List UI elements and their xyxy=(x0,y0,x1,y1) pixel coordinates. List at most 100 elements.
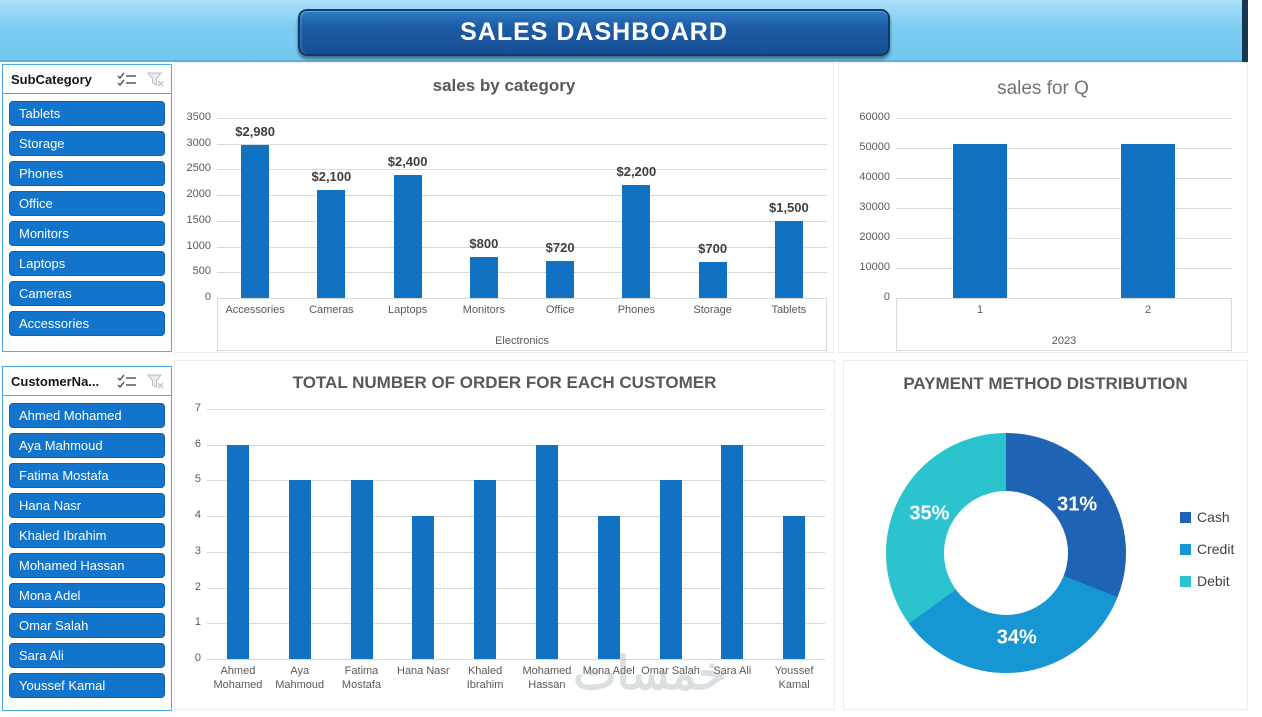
donut-slice-label: 35% xyxy=(909,502,950,525)
bar[interactable] xyxy=(469,256,498,298)
bar-value-label: $2,400 xyxy=(387,153,428,169)
slicer-item-fatima-mostafa[interactable]: Fatima Mostafa xyxy=(9,463,165,488)
bar-value-label: $2,200 xyxy=(616,163,657,179)
x-axis-category-label: Storage xyxy=(693,304,732,316)
legend-item-debit[interactable]: Debit xyxy=(1180,573,1234,589)
y-axis-tick-label: 2500 xyxy=(186,162,211,175)
bar[interactable] xyxy=(412,516,435,659)
donut-hole xyxy=(944,491,1068,615)
slicer-item-tablets[interactable]: Tablets xyxy=(9,101,165,126)
clear-filter-icon[interactable] xyxy=(147,72,165,87)
chart-title: sales by category xyxy=(432,76,576,95)
chart-title: PAYMENT METHOD DISTRIBUTION xyxy=(903,374,1188,393)
slicer-item-accessories[interactable]: Accessories xyxy=(9,311,165,336)
bar[interactable] xyxy=(783,516,806,659)
y-axis-tick-label: 0 xyxy=(194,652,201,664)
bar[interactable] xyxy=(953,143,1007,298)
gridline xyxy=(207,516,825,518)
multi-select-icon[interactable] xyxy=(117,72,138,87)
slicer-item-aya-mahmoud[interactable]: Aya Mahmoud xyxy=(9,433,165,458)
slicer-title: SubCategory xyxy=(11,71,92,87)
slicer-item-mohamed-hassan[interactable]: Mohamed Hassan xyxy=(9,553,165,578)
gridline xyxy=(207,409,825,410)
y-axis-tick-label: 1500 xyxy=(186,213,211,226)
y-axis-tick-label: 20000 xyxy=(859,231,890,243)
slicer-header: CustomerNa... xyxy=(3,367,171,396)
gridline xyxy=(217,220,827,222)
donut-chart[interactable]: 31% 34% 35% xyxy=(886,433,1126,673)
gridline xyxy=(896,208,1232,209)
bar[interactable] xyxy=(597,516,620,659)
dashboard-banner: SALES DASHBOARD xyxy=(298,9,890,56)
gridline xyxy=(217,272,827,274)
chart-payment-method-distribution: PAYMENT METHOD DISTRIBUTION 31% 34% 35% Ca… xyxy=(843,360,1248,710)
axis-group-label: Electronics xyxy=(495,335,549,347)
bar[interactable] xyxy=(288,480,311,659)
x-axis-category-label: Youssef Kamal xyxy=(774,665,814,692)
slicer-item-storage[interactable]: Storage xyxy=(9,131,165,156)
slicer-item-office[interactable]: Office xyxy=(9,191,165,216)
bar[interactable] xyxy=(546,260,575,298)
bar[interactable] xyxy=(1121,143,1175,298)
y-axis-tick-label: 60000 xyxy=(859,111,890,123)
legend-item-cash[interactable]: Cash xyxy=(1180,509,1234,525)
slicer-item-laptops[interactable]: Laptops xyxy=(9,251,165,276)
slicer-item-phones[interactable]: Phones xyxy=(9,161,165,186)
bar[interactable] xyxy=(393,174,422,298)
slicer-item-khaled-ibrahim[interactable]: Khaled Ibrahim xyxy=(9,523,165,548)
bar[interactable] xyxy=(698,262,727,298)
gridline xyxy=(217,118,827,119)
x-axis-category-label: Ahmed Mohamed xyxy=(213,665,263,692)
bar[interactable] xyxy=(622,184,651,298)
slicer-item-youssef-kamal[interactable]: Youssef Kamal xyxy=(9,673,165,698)
slicer-item-sara-ali[interactable]: Sara Ali xyxy=(9,643,165,668)
slicer-item-hana-nasr[interactable]: Hana Nasr xyxy=(9,493,165,518)
x-axis-category-label: Aya Mahmoud xyxy=(275,665,325,692)
bar[interactable] xyxy=(226,444,249,659)
bar-value-label: $700 xyxy=(698,241,728,256)
y-axis-tick-label: 500 xyxy=(192,265,211,278)
gridline xyxy=(217,169,827,171)
bar[interactable] xyxy=(474,480,497,659)
bar[interactable] xyxy=(350,480,373,659)
gridline xyxy=(207,551,825,553)
multi-select-icon[interactable] xyxy=(117,374,138,389)
bar[interactable] xyxy=(317,190,346,298)
y-axis-tick-label: 7 xyxy=(194,402,201,414)
bar[interactable] xyxy=(721,444,744,659)
x-axis-category-label: Omar Salah xyxy=(641,665,700,677)
bar[interactable] xyxy=(535,444,558,659)
clear-filter-icon[interactable] xyxy=(147,374,165,389)
chart-sales-for-quarter: sales for Q 2023 0 10000 20000 30000 40000 50… xyxy=(838,62,1248,353)
x-axis-category-label: Fatima Mostafa xyxy=(341,665,382,692)
slicer-item-cameras[interactable]: Cameras xyxy=(9,281,165,306)
y-axis-tick-label: 4 xyxy=(194,509,201,522)
x-axis-category-label: Mohamed Hassan xyxy=(522,665,572,692)
bar[interactable] xyxy=(241,144,270,298)
slicer-item-ahmed-mohamed[interactable]: Ahmed Mohamed xyxy=(9,403,165,428)
slicer-item-mona-adel[interactable]: Mona Adel xyxy=(9,583,165,608)
legend-label: Credit xyxy=(1197,541,1235,557)
legend-item-credit[interactable]: Credit xyxy=(1180,541,1234,557)
bar-value-label: $2,980 xyxy=(235,123,275,139)
chart-legend: Cash Credit Debit xyxy=(1180,509,1234,605)
gridline xyxy=(896,178,1232,179)
slicer-subcategory: SubCategory Tablets Storage Phones Office Mo… xyxy=(2,64,172,352)
x-axis-category-label: Sara Ali xyxy=(713,665,752,677)
legend-swatch xyxy=(1180,511,1191,523)
x-axis-category-label: 2 xyxy=(1144,304,1152,316)
slicer-customername: CustomerNa... Ahmed Mohamed Aya Mahmoud Fa… xyxy=(2,366,172,711)
y-axis-tick-label: 2 xyxy=(194,580,201,593)
y-axis-tick-label: 3 xyxy=(194,544,201,557)
x-axis-category-label: Khaled Ibrahim xyxy=(466,665,504,692)
bar[interactable] xyxy=(659,480,682,659)
bar[interactable] xyxy=(774,220,803,298)
gridline xyxy=(207,623,825,625)
category-axis-group: Electronics xyxy=(217,298,827,351)
y-axis-tick-label: 0 xyxy=(204,291,211,303)
gridline xyxy=(896,148,1232,149)
band-edge xyxy=(1242,0,1248,62)
slicer-item-monitors[interactable]: Monitors xyxy=(9,221,165,246)
slicer-item-omar-salah[interactable]: Omar Salah xyxy=(9,613,165,638)
plot-area: 0 500 1000 1500 2000 2500 3000 3500 $2,980 Access… xyxy=(187,111,827,316)
